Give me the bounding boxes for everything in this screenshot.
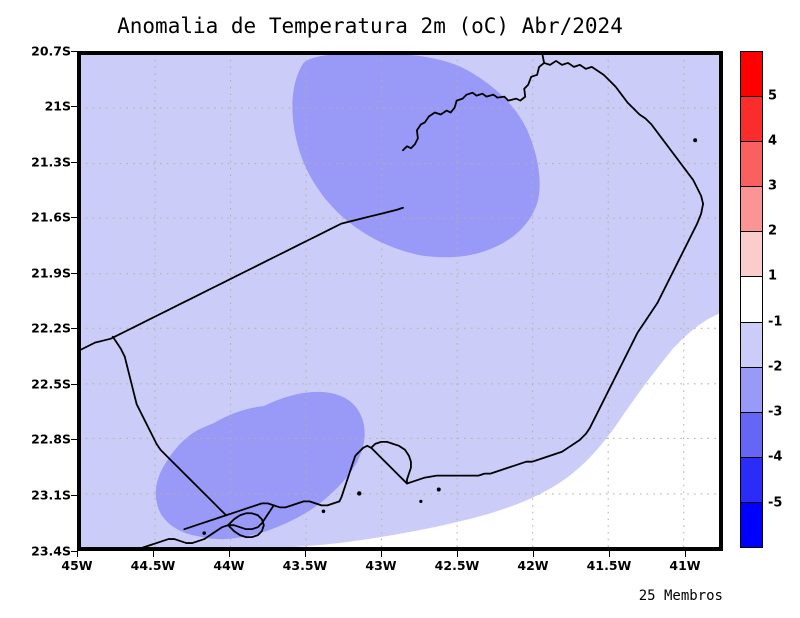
border-es-mg (402, 53, 545, 152)
xtick-label-6: 42W (517, 558, 549, 573)
colorbar-label-n4: -4 (768, 449, 783, 465)
map-outlines (79, 53, 705, 549)
guanabara-bay (338, 444, 408, 503)
colorbar-band-n2-n1 (741, 322, 762, 368)
xtick-mark-7 (609, 551, 610, 557)
ytick-label-2: 21.3S (31, 154, 71, 170)
map-plot-area[interactable] (77, 51, 723, 551)
xtick-mark-8 (685, 551, 686, 557)
island-dot-2 (321, 509, 326, 514)
xtick-mark-4 (381, 551, 382, 557)
colorbar-band-1-2 (741, 232, 762, 278)
region-anomaly-moderate-lobe (155, 411, 339, 538)
colorbar-label-3: 3 (768, 178, 778, 194)
xtick-label-5: 42.5W (434, 558, 480, 573)
ytick-label-4: 21.9S (31, 265, 71, 281)
ytick-label-8: 23.1S (31, 487, 71, 503)
island-dot-5 (693, 138, 698, 143)
island-dot-1 (357, 491, 362, 496)
island-dot-4 (419, 499, 423, 503)
coastline-es (588, 202, 705, 429)
ensemble-members-note: 25 Membros (638, 588, 723, 604)
map-svg (79, 53, 721, 549)
coastline-costa-verde (183, 500, 341, 531)
colorbar-label-2: 2 (768, 223, 778, 239)
border-es-coast-north (543, 60, 705, 205)
xtick-mark-1 (153, 551, 154, 557)
xtick-label-3: 43.5W (282, 558, 328, 573)
colorbar-label-n2: -2 (768, 359, 783, 375)
ytick-mark-5 (71, 328, 77, 329)
xtick-label-7: 41.5W (586, 558, 632, 573)
region-anomaly-moderate-north (292, 53, 540, 258)
xtick-label-2: 44W (213, 558, 245, 573)
colorbar-band-n6-n5 (741, 502, 762, 548)
ytick-mark-0 (71, 51, 77, 52)
ytick-mark-4 (71, 273, 77, 274)
colorbar-band-n3-n2 (741, 367, 762, 413)
ytick-mark-7 (71, 439, 77, 440)
ytick-label-6: 22.5S (31, 376, 71, 392)
chart-title: Anomalia de Temperatura 2m (oC) Abr/2024 (117, 14, 623, 38)
colorbar-label-n3: -3 (768, 404, 783, 420)
guanabara-bay-east (370, 440, 412, 485)
colorbar-label-1: 1 (768, 268, 778, 284)
island-ilha-grande (227, 512, 265, 538)
xtick-mark-2 (229, 551, 230, 557)
ytick-label-1: 21S (44, 98, 71, 114)
ytick-mark-2 (71, 162, 77, 163)
colorbar-label-n5: -5 (768, 495, 783, 511)
xtick-label-0: 45W (61, 558, 93, 573)
xtick-mark-5 (457, 551, 458, 557)
xtick-label-8: 41W (669, 558, 701, 573)
island-dot-3 (436, 487, 441, 492)
colorbar-label-4: 4 (768, 133, 778, 149)
colorbar-band-n4-n3 (741, 412, 762, 458)
colorbar-band-n5-n4 (741, 457, 762, 503)
border-rj-mg (79, 206, 404, 352)
xtick-label-1: 44.5W (130, 558, 176, 573)
colorbar-band-4-5 (741, 97, 762, 143)
ytick-label-0: 20.7S (31, 43, 71, 59)
coastline-ilha-grande (137, 504, 275, 549)
island-dot-6 (202, 531, 207, 535)
ytick-mark-3 (71, 217, 77, 218)
xtick-label-4: 43W (365, 558, 397, 573)
xtick-mark-0 (77, 551, 78, 557)
xtick-mark-3 (305, 551, 306, 557)
border-rj-sp (111, 335, 227, 517)
coastline-cabo-frio (406, 427, 591, 485)
colorbar-band-2-3 (741, 187, 762, 233)
colorbar-band-5-6 (741, 52, 762, 98)
ytick-label-7: 22.8S (31, 431, 71, 447)
ytick-label-9: 23.4S (31, 543, 71, 559)
colorbar-label-5: 5 (768, 88, 778, 104)
ytick-mark-1 (71, 106, 77, 107)
colorbar-band-n1-1 (741, 277, 762, 323)
ytick-mark-6 (71, 384, 77, 385)
ytick-label-5: 22.2S (31, 320, 71, 336)
colorbar-label-n1: -1 (768, 314, 783, 330)
colorbar[interactable] (740, 51, 763, 548)
xtick-mark-6 (533, 551, 534, 557)
plot-frame (79, 53, 721, 549)
ytick-label-3: 21.6S (31, 209, 71, 225)
colorbar-band-3-4 (741, 142, 762, 188)
ytick-mark-8 (71, 495, 77, 496)
ytick-mark-9 (71, 551, 77, 552)
